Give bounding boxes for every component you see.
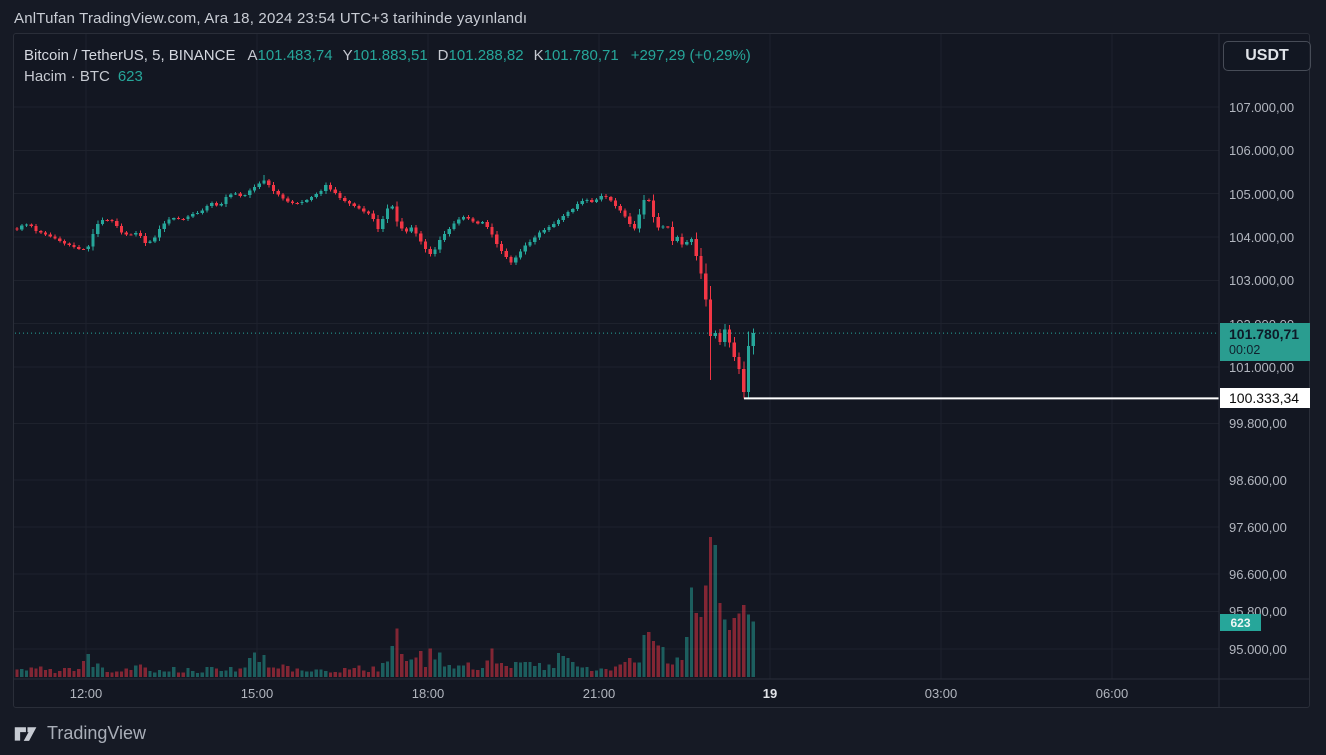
price-tick: 105.000,00: [1229, 186, 1295, 202]
price-tick: 101.000,00: [1229, 360, 1295, 375]
time-tick: 03:00: [924, 686, 958, 701]
legend-symbol-row: Bitcoin / TetherUS, 5, BINANCE A101.483,…: [24, 45, 751, 66]
volume-value-label: 623: [1220, 614, 1261, 631]
symbol-title[interactable]: Bitcoin / TetherUS, 5, BINANCE: [24, 47, 236, 64]
volume-study-label[interactable]: Hacim · BTC: [24, 68, 110, 85]
currency-toggle-button[interactable]: USDT: [1223, 41, 1311, 71]
price-tick: 97.600,00: [1229, 519, 1287, 535]
legend-volume-row: Hacim · BTC 623: [24, 66, 751, 87]
footer-brand[interactable]: TradingView: [13, 719, 146, 747]
chart-widget: Bitcoin / TetherUS, 5, BINANCE A101.483,…: [13, 33, 1311, 708]
chart-legend: Bitcoin / TetherUS, 5, BINANCE A101.483,…: [24, 45, 751, 87]
open-value: A101.483,74: [247, 47, 333, 64]
price-tick: 98.600,00: [1229, 472, 1287, 488]
volume-study-value: 623: [117, 68, 143, 85]
current-price-value: 101.780,71: [1229, 326, 1300, 343]
candlestick-layer: [15, 175, 755, 399]
price-tick: 95.000,00: [1229, 642, 1287, 657]
time-tick: 06:00: [1095, 686, 1129, 701]
price-tick: 104.000,00: [1229, 230, 1295, 245]
current-price-label: 101.780,71 00:02: [1220, 323, 1310, 362]
low-value: D101.288,82: [437, 47, 524, 64]
close-value: K101.780,71: [533, 47, 619, 64]
volume-layer: [15, 537, 755, 677]
candle-countdown: 00:02: [1229, 343, 1261, 358]
price-axis[interactable]: 107.000,00 106.000,00 105.000,00 104.000,00…: [1219, 34, 1310, 679]
time-tick: 15:00: [240, 686, 274, 701]
publish-info: AnlTufan TradingView.com, Ara 18, 2024 2…: [14, 10, 528, 27]
price-tick: 96.600,00: [1229, 566, 1287, 582]
tradingview-brand-text: TradingView: [47, 722, 147, 743]
time-tick: 21:00: [582, 686, 616, 701]
time-tick: 19: [762, 686, 778, 701]
price-tick: 103.000,00: [1229, 273, 1295, 289]
time-tick: 18:00: [411, 686, 445, 701]
price-tick: 106.000,00: [1229, 143, 1295, 159]
price-tick: 107.000,00: [1229, 100, 1295, 115]
time-tick: 12:00: [69, 686, 103, 701]
chart-canvas[interactable]: [14, 34, 1309, 707]
change-value: +297,29 (+0,29%): [630, 47, 751, 64]
high-value: Y101.883,51: [342, 47, 428, 64]
time-axis[interactable]: 12:00 15:00 18:00 21:00 19 03:00 06:00: [14, 679, 1309, 708]
price-tick: 99.800,00: [1229, 416, 1287, 432]
grid-layer: [14, 34, 1219, 679]
marked-price-label: 100.333,34: [1220, 388, 1310, 409]
tradingview-logo-icon: [14, 726, 37, 741]
